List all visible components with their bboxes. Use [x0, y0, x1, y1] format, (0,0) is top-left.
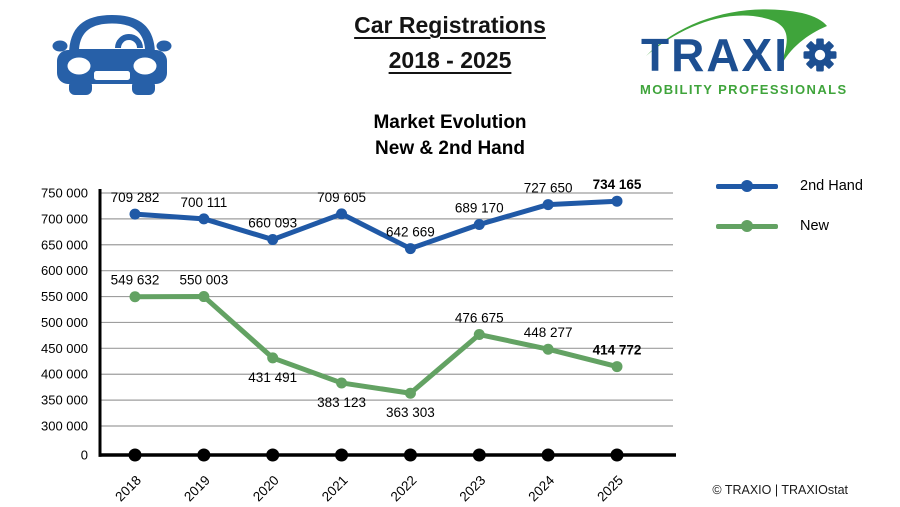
page-title-line2: 2018 - 2025	[388, 46, 512, 73]
y-tick-label-550000: 550 000	[41, 289, 88, 304]
chart-title-line1: Market Evolution	[373, 112, 527, 133]
page-title: Car Registrations 2018 - 2025	[270, 8, 630, 77]
2nd-hand-point-2019	[198, 213, 210, 225]
2nd-hand-point-2022	[404, 243, 416, 255]
y-tick-label-350000: 350 000	[41, 393, 88, 408]
logo-tagline: MOBILITY PROFESSIONALS	[640, 82, 848, 97]
gear-icon	[803, 38, 837, 72]
new-point-2021	[336, 377, 348, 389]
y-tick-label-300000: 300 000	[41, 419, 88, 434]
2nd-hand-point-2024	[542, 199, 554, 211]
2nd-hand-point-2021	[336, 208, 348, 220]
x-tick-label-2019: 2019	[181, 473, 213, 505]
new-label-2025: 414 772	[593, 343, 642, 358]
chart-title: Market Evolution New & 2nd Hand	[280, 110, 620, 162]
logo-swoosh	[646, 9, 827, 68]
new-label-2018: 549 632	[111, 273, 160, 288]
new-line	[132, 294, 620, 396]
x-tick-label-2023: 2023	[457, 473, 489, 505]
zero-marker-2022	[403, 448, 417, 462]
new-point-2023	[473, 329, 485, 341]
new-point-2024	[542, 343, 554, 355]
new-label-2022: 363 303	[386, 405, 435, 420]
2nd-hand-line	[132, 198, 620, 252]
car-icon-svg	[52, 15, 172, 95]
new-point-2018	[129, 291, 141, 303]
y-tick-label-450000: 450 000	[41, 341, 88, 356]
legend-item-new: New	[716, 214, 892, 238]
2nd-hand-label-2023: 689 170	[455, 200, 504, 215]
new-label-2024: 448 277	[524, 325, 573, 340]
x-tick-label-2024: 2024	[525, 472, 557, 504]
legend-marker-2nd-hand	[716, 180, 778, 192]
y-tick-label-650000: 650 000	[41, 237, 88, 252]
legend-label-2nd-hand: 2nd Hand	[800, 178, 863, 194]
chart-legend: 2nd Hand New	[716, 174, 892, 254]
new-label-2023: 476 675	[455, 311, 504, 326]
x-tick-label-2022: 2022	[388, 473, 420, 505]
zero-marker-2024	[541, 448, 555, 462]
new-point-2025	[611, 361, 623, 373]
2nd-hand-label-2018: 709 282	[111, 190, 160, 205]
2nd-hand-point-2025	[611, 195, 623, 207]
zero-marker-2025	[610, 448, 624, 462]
2nd-hand-point-2023	[473, 218, 485, 230]
legend-item-2nd-hand: 2nd Hand	[716, 174, 892, 198]
zero-marker-2021	[335, 448, 349, 462]
2nd-hand-label-2022: 642 669	[386, 225, 435, 240]
zero-marker-2020	[266, 448, 280, 462]
y-tick-label-700000: 700 000	[41, 211, 88, 226]
source-credit: © TRAXIO | TRAXIOstat	[712, 483, 848, 497]
y-tick-label-400000: 400 000	[41, 367, 88, 382]
y-tick-label-0: 0	[81, 448, 88, 463]
traxio-logo: TRAXI MOBILITY PROFESSIONALS	[636, 4, 876, 100]
y-tick-label-750000: 750 000	[41, 186, 88, 201]
2nd-hand-label-2024: 727 650	[524, 181, 573, 196]
x-tick-label-2018: 2018	[112, 473, 144, 505]
series-new: 549 632 550 003 431 491 383 123 363 303 476 6…	[111, 273, 642, 421]
series-2nd-hand: 709 282 700 111 660 093 709 605 642 669 689 1…	[111, 177, 642, 255]
2nd-hand-label-2025: 734 165	[593, 177, 642, 192]
logo-wordmark: TRAXI	[641, 29, 789, 81]
y-tick-label-500000: 500 000	[41, 315, 88, 330]
new-label-2020: 431 491	[248, 370, 297, 385]
2nd-hand-point-2020	[267, 234, 279, 246]
y-tick-label-600000: 600 000	[41, 263, 88, 278]
x-tick-label-2021: 2021	[319, 473, 351, 505]
2nd-hand-label-2021: 709 605	[317, 190, 366, 205]
zero-marker-2023	[472, 448, 486, 462]
x-tick-label-2020: 2020	[250, 473, 282, 505]
new-label-2019: 550 003	[179, 273, 228, 288]
new-point-2019	[198, 291, 210, 303]
2nd-hand-label-2019: 700 111	[180, 195, 227, 210]
2nd-hand-point-2018	[129, 208, 141, 220]
legend-label-new: New	[800, 218, 830, 234]
traxio-logo-svg: TRAXI MOBILITY PROFESSIONALS	[640, 9, 848, 97]
page-title-line1: Car Registrations	[354, 12, 546, 38]
chart-title-line2: New & 2nd Hand	[375, 138, 525, 160]
legend-marker-new	[716, 220, 778, 232]
2nd-hand-label-2020: 660 093	[248, 216, 297, 231]
zero-marker-2018	[128, 448, 142, 462]
new-point-2022	[404, 387, 416, 399]
new-label-2021: 383 123	[317, 395, 366, 410]
zero-marker-2019	[197, 448, 211, 462]
new-point-2020	[267, 352, 279, 364]
car-icon	[52, 8, 172, 96]
